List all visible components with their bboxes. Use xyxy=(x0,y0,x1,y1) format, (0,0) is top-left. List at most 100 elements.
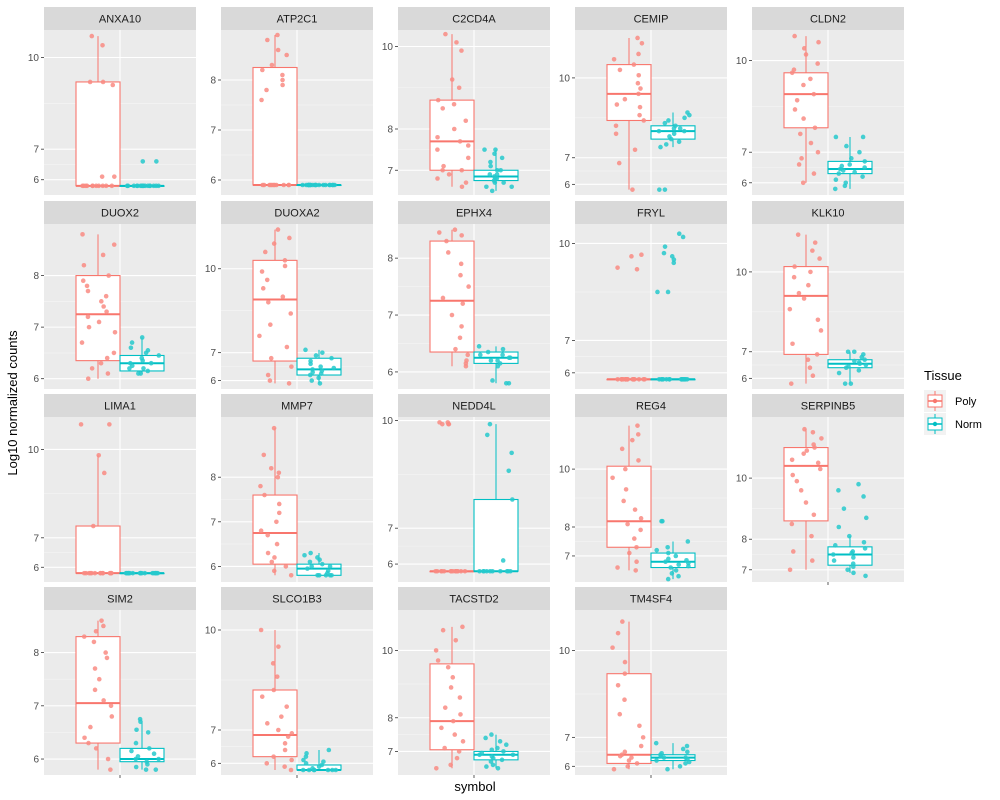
norm-data-point xyxy=(131,183,137,189)
poly-data-point xyxy=(622,96,628,102)
y-tick-label: 7 xyxy=(387,166,393,177)
poly-data-point xyxy=(617,67,623,73)
y-tick-label: 7 xyxy=(387,747,393,758)
poly-data-point xyxy=(268,182,273,188)
norm-data-point xyxy=(685,110,690,115)
facet-strip xyxy=(221,587,373,610)
poly-data-point xyxy=(282,764,287,769)
norm-data-point xyxy=(123,570,129,576)
poly-data-point xyxy=(795,232,801,237)
norm-data-point xyxy=(833,177,839,183)
poly-data-point xyxy=(811,171,817,176)
poly-data-point xyxy=(100,79,106,85)
norm-data-point xyxy=(500,346,506,352)
norm-data-point xyxy=(488,358,494,363)
norm-data-point xyxy=(851,555,856,560)
poly-data-point xyxy=(789,457,795,463)
poly-data-point xyxy=(640,735,646,740)
poly-data-point xyxy=(613,131,619,137)
norm-data-point xyxy=(860,174,865,179)
poly-data-point xyxy=(93,628,99,634)
poly-box xyxy=(606,465,652,548)
poly-data-point xyxy=(110,82,116,88)
facet-title: TACSTD2 xyxy=(449,594,498,606)
poly-data-point xyxy=(104,355,110,361)
norm-data-point xyxy=(658,144,663,150)
norm-data-point xyxy=(673,123,678,129)
norm-data-point xyxy=(500,352,505,358)
y-tick-label: 6 xyxy=(387,560,393,571)
norm-data-point xyxy=(846,364,851,369)
poly-data-point xyxy=(259,97,264,103)
panel-atp2c1: ATP2C1 6 7 8 xyxy=(210,7,373,195)
norm-data-point xyxy=(330,767,335,773)
poly-data-point xyxy=(272,555,277,560)
poly-data-point xyxy=(815,149,821,155)
norm-data-point xyxy=(836,524,842,530)
norm-data-point xyxy=(302,552,307,558)
y-tick-label: 10 xyxy=(559,646,571,657)
facet-strip xyxy=(221,394,373,417)
poly-data-point xyxy=(440,106,446,111)
norm-data-point xyxy=(863,573,868,579)
norm-data-point xyxy=(323,182,328,188)
poly-data-point xyxy=(637,723,642,729)
poly-data-point xyxy=(635,423,640,428)
y-tick-label: 7 xyxy=(33,145,39,156)
poly-data-point xyxy=(802,426,807,432)
norm-data-point xyxy=(685,749,690,755)
norm-data-point xyxy=(856,360,862,365)
norm-data-point xyxy=(327,564,333,569)
poly-data-point xyxy=(103,183,109,189)
poly-data-point xyxy=(611,56,617,62)
y-tick-label: 7 xyxy=(741,148,747,159)
facet-strip xyxy=(398,7,550,30)
poly-data-point xyxy=(450,675,456,680)
poly-box xyxy=(252,259,298,362)
norm-data-point xyxy=(331,365,337,371)
poly-data-point xyxy=(274,674,280,679)
facet-strip xyxy=(398,394,550,417)
norm-data-point xyxy=(845,349,851,355)
poly-data-point xyxy=(627,550,632,556)
norm-data-point xyxy=(320,350,325,355)
poly-data-point xyxy=(452,732,458,737)
poly-data-point xyxy=(92,687,98,693)
norm-data-point xyxy=(313,182,319,188)
poly-data-point xyxy=(635,432,641,437)
norm-data-point xyxy=(684,376,690,382)
poly-data-point xyxy=(101,304,106,309)
panel-duoxa2: DUOXA2 6 7 10 xyxy=(205,201,373,389)
y-tick-label: 6 xyxy=(210,176,216,187)
norm-data-point xyxy=(325,767,331,773)
poly-data-point xyxy=(453,638,459,643)
poly-data-point xyxy=(629,755,634,760)
norm-data-point xyxy=(657,187,662,192)
poly-data-point xyxy=(86,740,91,746)
poly-data-point xyxy=(801,296,807,301)
y-tick-label: 6 xyxy=(387,367,393,378)
poly-box xyxy=(252,689,298,758)
poly-data-point xyxy=(103,650,108,655)
poly-data-point xyxy=(797,131,803,137)
poly-data-point xyxy=(803,52,809,57)
norm-data-point xyxy=(487,421,493,427)
poly-data-point xyxy=(449,312,455,318)
norm-data-point xyxy=(327,182,332,188)
poly-data-point xyxy=(100,183,106,189)
norm-data-point xyxy=(832,543,838,548)
y-tick-label: 10 xyxy=(28,53,40,64)
norm-data-point xyxy=(654,758,659,763)
poly-data-point xyxy=(801,46,807,51)
norm-data-point xyxy=(316,375,321,381)
norm-data-point xyxy=(139,335,145,340)
norm-data-point xyxy=(489,188,495,194)
norm-data-point xyxy=(863,515,869,521)
norm-data-point xyxy=(145,730,151,735)
y-tick-label: 10 xyxy=(559,73,571,84)
facet-title: ATP2C1 xyxy=(277,14,318,26)
norm-data-point xyxy=(857,149,862,155)
poly-data-point xyxy=(808,76,813,82)
norm-data-point xyxy=(848,381,854,386)
norm-data-point xyxy=(862,546,868,551)
